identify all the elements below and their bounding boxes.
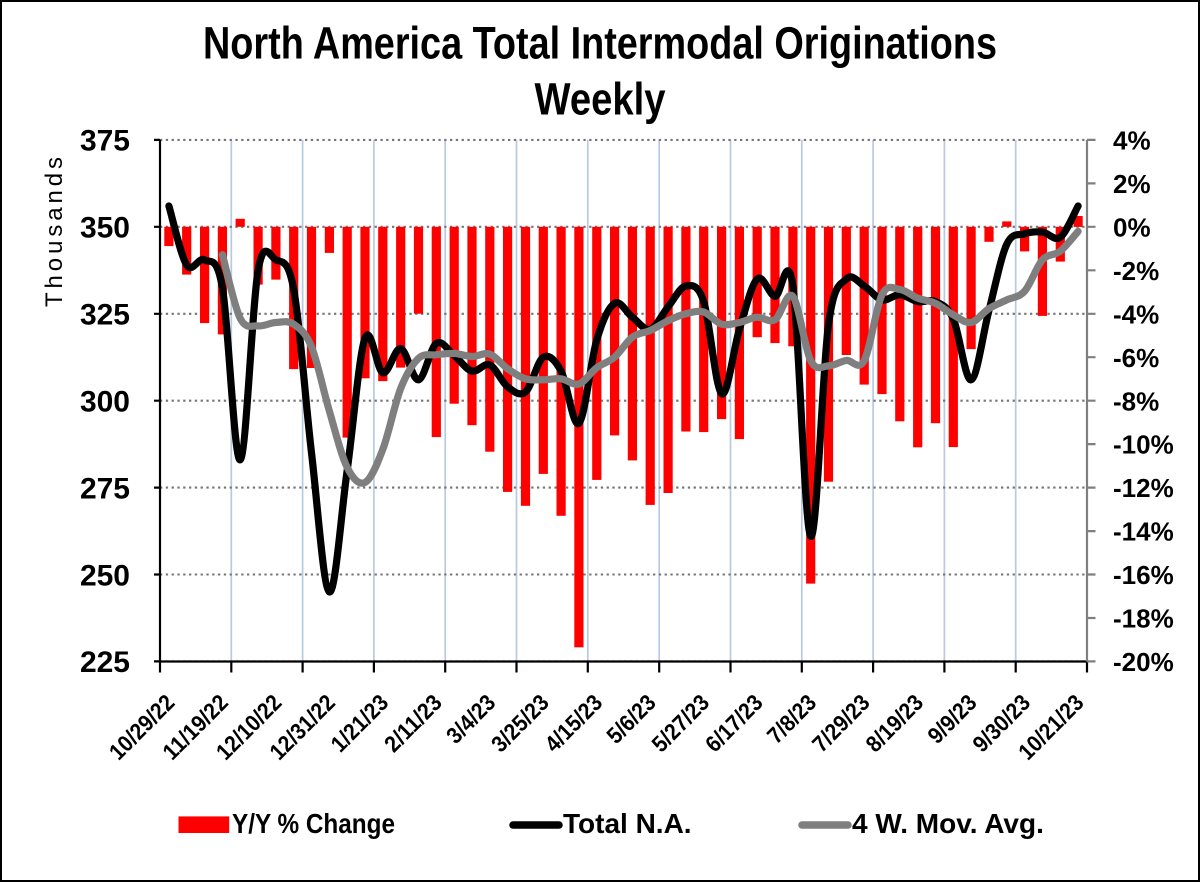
svg-text:-12%: -12% [1113, 473, 1174, 503]
svg-text:-2%: -2% [1113, 256, 1159, 286]
svg-text:325: 325 [80, 299, 130, 332]
svg-text:-16%: -16% [1113, 560, 1174, 590]
svg-text:4%: 4% [1113, 126, 1151, 156]
svg-text:350: 350 [80, 212, 130, 245]
svg-text:4 W. Mov. Avg.: 4 W. Mov. Avg. [852, 808, 1044, 839]
svg-text:-6%: -6% [1113, 343, 1159, 373]
svg-text:275: 275 [80, 472, 130, 505]
svg-text:Total N.A.: Total N.A. [563, 808, 692, 839]
svg-text:Thousands: Thousands [41, 157, 68, 307]
svg-text:North America Total Intermodal: North America Total Intermodal Originati… [203, 18, 997, 69]
svg-text:0%: 0% [1113, 212, 1151, 242]
svg-text:Weekly: Weekly [535, 74, 667, 125]
svg-text:-20%: -20% [1113, 647, 1174, 677]
svg-text:2%: 2% [1113, 169, 1151, 199]
svg-text:-4%: -4% [1113, 299, 1159, 329]
svg-text:-18%: -18% [1113, 604, 1174, 634]
svg-text:300: 300 [80, 386, 130, 419]
svg-text:-14%: -14% [1113, 517, 1174, 547]
svg-text:-8%: -8% [1113, 386, 1159, 416]
svg-text:-10%: -10% [1113, 430, 1174, 460]
svg-text:375: 375 [80, 125, 130, 158]
svg-text:250: 250 [80, 559, 130, 592]
svg-text:Y/Y % Change: Y/Y % Change [232, 808, 395, 839]
svg-text:225: 225 [80, 646, 130, 679]
